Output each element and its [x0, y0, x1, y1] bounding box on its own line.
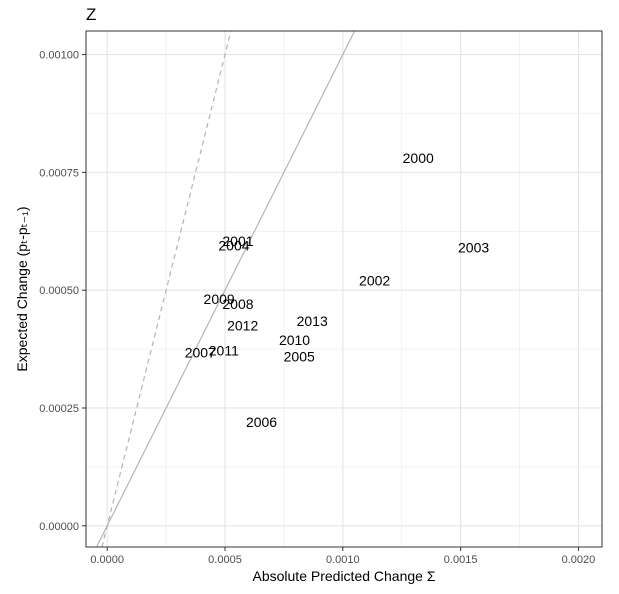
x-tick-label: 0.0020	[562, 554, 596, 566]
point-label-2009: 2009	[204, 291, 235, 307]
y-axis-title: Expected Change (pₜ-pₜ₋₁)	[14, 206, 30, 371]
minor-gridlines	[86, 31, 602, 547]
y-axis-ticks: 0.00000 0.00025 0.00050 0.00075 0.00100	[39, 50, 86, 533]
point-label-2001: 2001	[222, 233, 253, 249]
point-label-2013: 2013	[297, 313, 328, 329]
dashed-reference-line	[101, 30, 232, 548]
point-label-2004: 2004	[218, 238, 249, 254]
x-tick-label: 0.0010	[326, 554, 360, 566]
y-tick-label: 0.00000	[39, 521, 79, 533]
point-label-2012: 2012	[227, 318, 258, 334]
point-label-2006: 2006	[246, 414, 277, 430]
y-tick-label: 0.00075	[39, 167, 79, 179]
y-tick-label: 0.00100	[39, 50, 79, 62]
reference-lines	[96, 30, 356, 548]
plot-panel	[86, 31, 602, 547]
y-tick-label: 0.00025	[39, 403, 79, 415]
point-label-2005: 2005	[284, 348, 315, 364]
plot-border	[85, 30, 603, 548]
x-tick-label: 0.0000	[90, 554, 124, 566]
point-label-2010: 2010	[279, 332, 310, 348]
y-tick-label: 0.00050	[39, 285, 79, 297]
x-tick-label: 0.0015	[444, 554, 478, 566]
point-labels: 2000 2001 2002 2003 2004 2005 2006 2007 20082009…	[185, 150, 490, 430]
x-axis-ticks: 0.0000 0.0005 0.0010 0.0015 0.0020	[90, 547, 595, 566]
point-label-2002: 2002	[359, 272, 390, 288]
identity-reference-line	[96, 30, 356, 548]
chart-title: Z	[86, 5, 96, 24]
major-gridlines	[86, 31, 602, 547]
x-tick-label: 0.0005	[208, 554, 242, 566]
point-label-2008: 2008	[222, 296, 253, 312]
point-label-2011: 2011	[209, 343, 239, 359]
point-label-2007: 2007	[185, 344, 216, 360]
point-label-2000: 2000	[403, 150, 434, 166]
x-axis-title: Absolute Predicted Change Σ	[253, 568, 436, 584]
point-label-2003: 2003	[458, 239, 489, 255]
